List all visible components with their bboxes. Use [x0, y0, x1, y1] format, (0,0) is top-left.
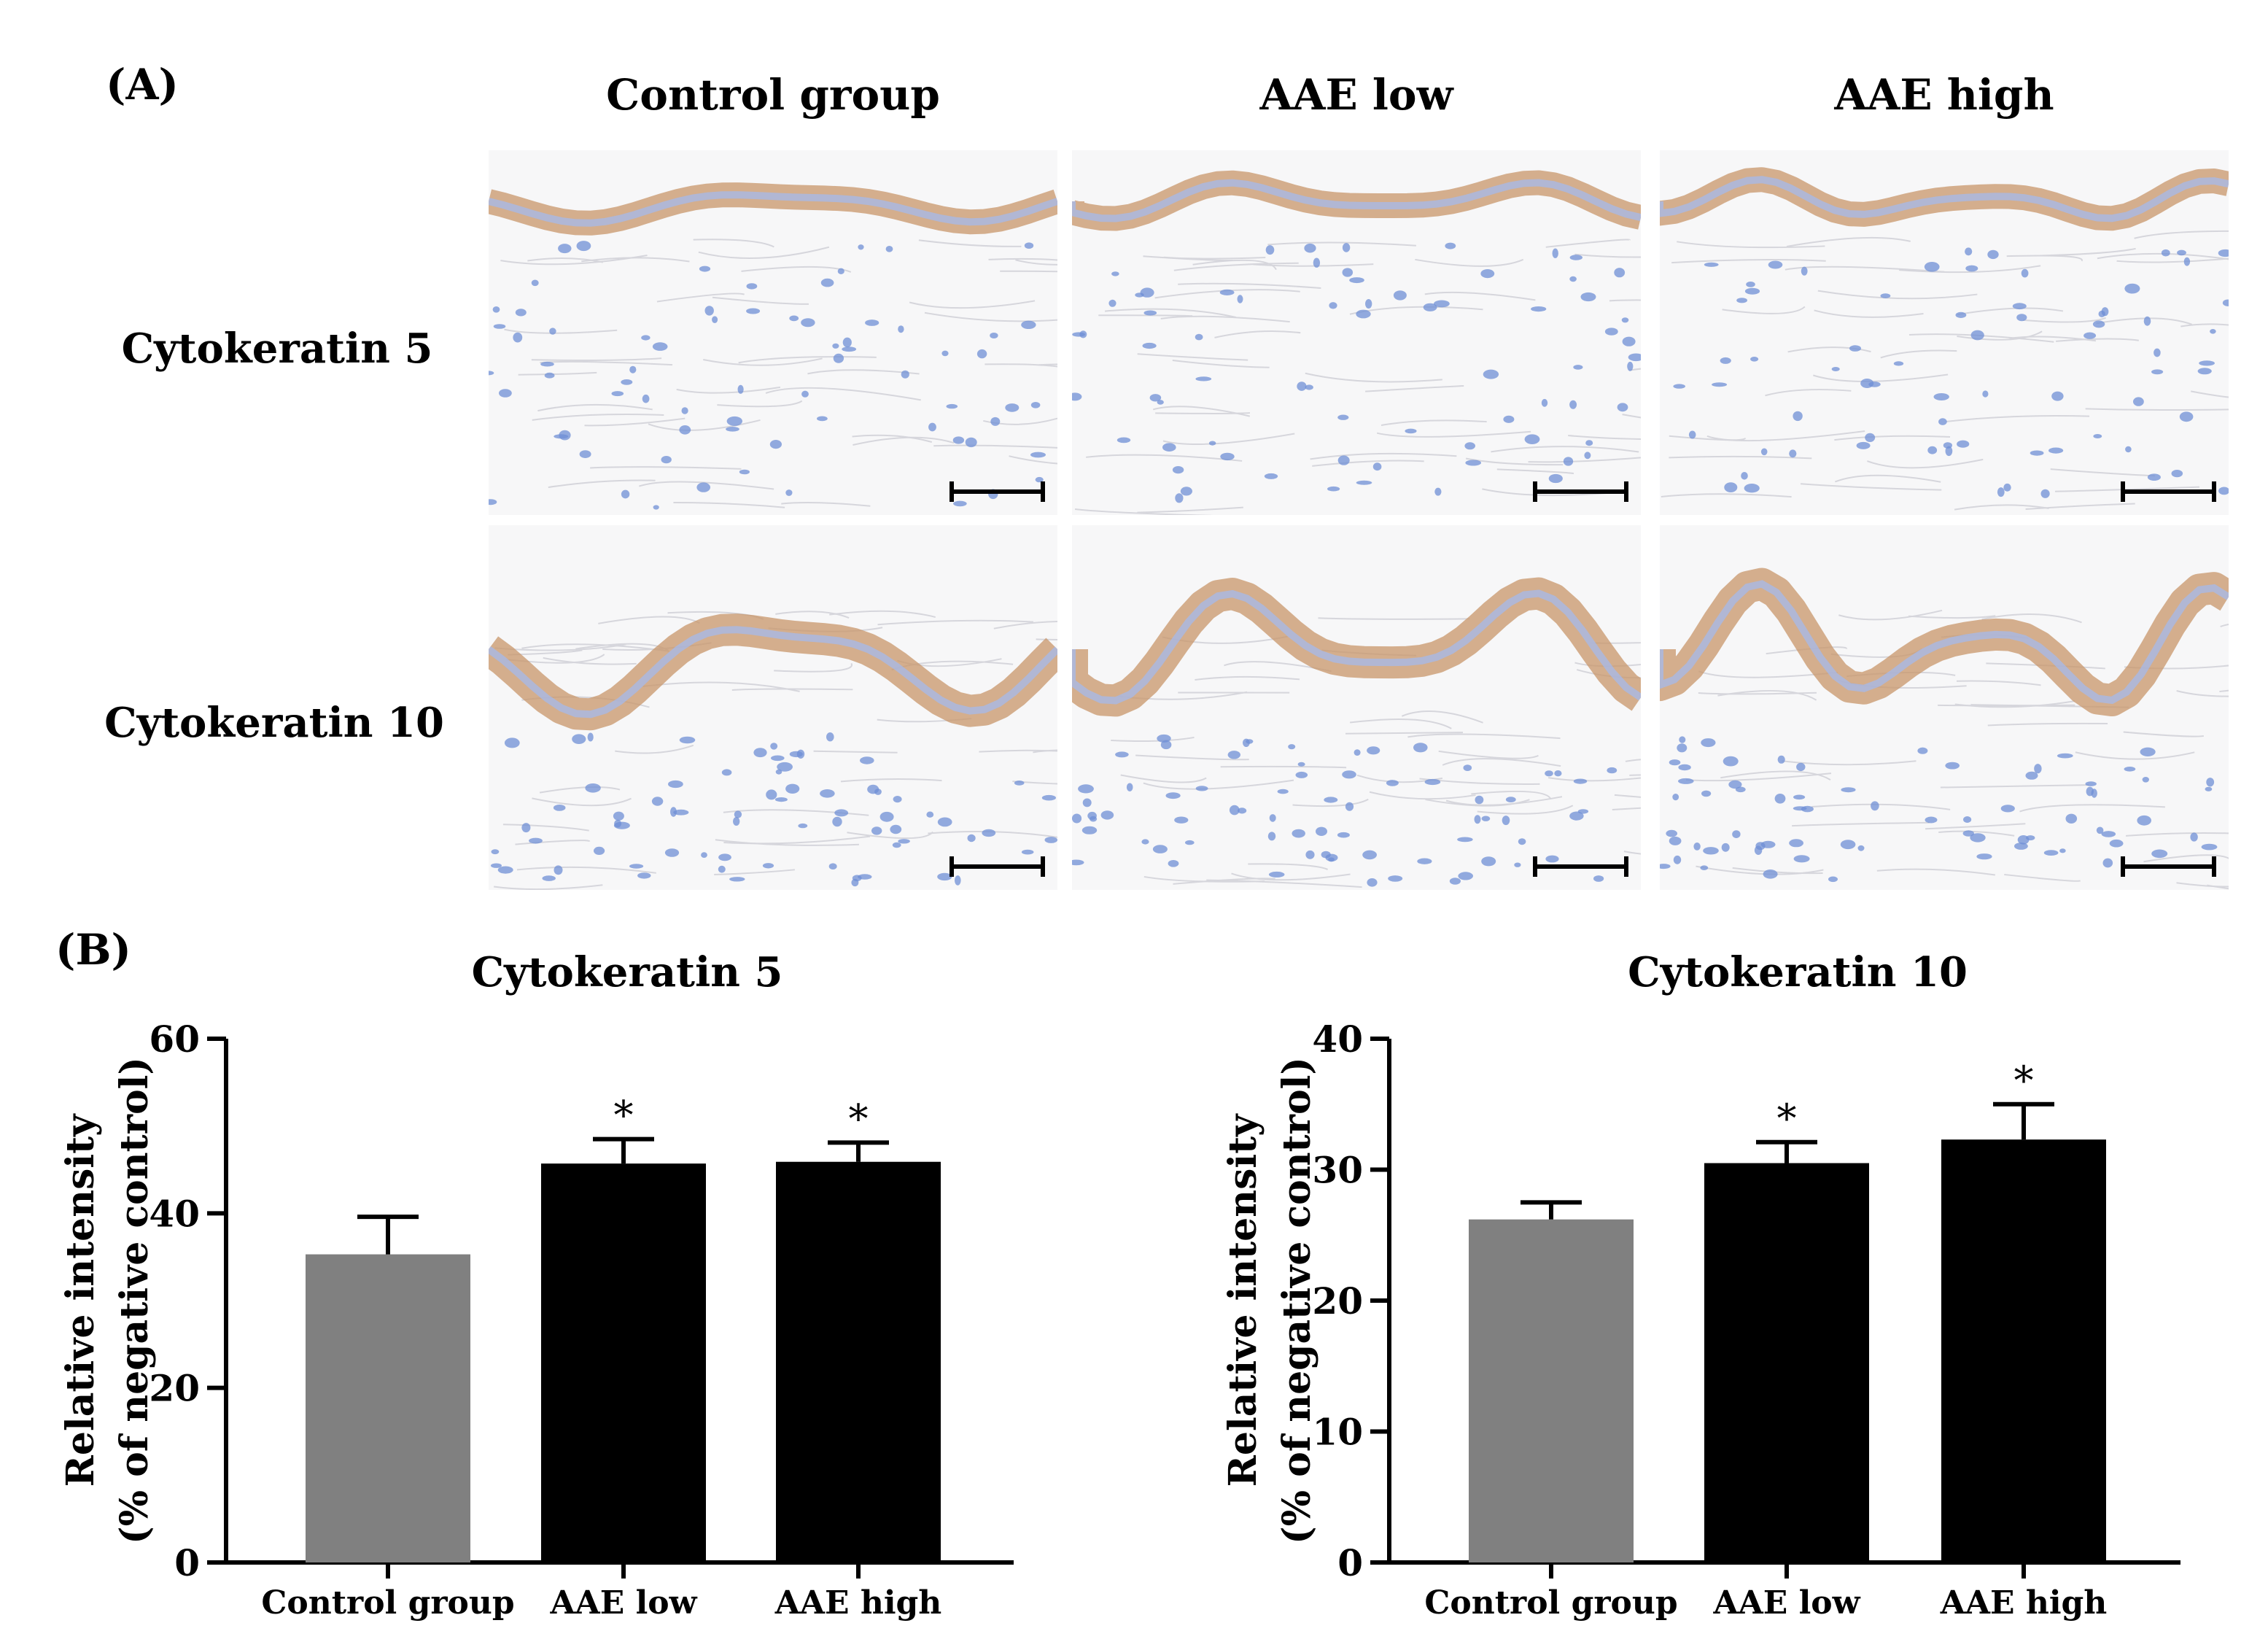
bar-aae-low	[1704, 1163, 1869, 1562]
significance-marker: *	[849, 1096, 869, 1142]
y-axis-sublabel-cytokeratin-10: (% of negative control)	[1275, 1057, 1319, 1544]
micrograph-cytokeratin-5-control-group	[489, 150, 1057, 515]
scale-bar	[2121, 856, 2216, 877]
y-tick-label: 30	[1312, 1149, 1363, 1192]
bar-aae-low	[541, 1163, 706, 1562]
x-tick-label: AAE high	[774, 1584, 942, 1622]
y-tick-label: 40	[149, 1192, 200, 1235]
bar-aae-high	[1941, 1139, 2106, 1562]
scale-bar	[949, 856, 1045, 877]
row-header-ck5: Cytokeratin 5	[121, 325, 433, 373]
y-axis-label-cytokeratin-5: Relative intensity	[58, 1113, 103, 1487]
y-tick-label: 0	[174, 1541, 200, 1584]
bar-control-group	[1469, 1219, 1634, 1562]
column-header-aae-low: AAE low	[1259, 70, 1453, 120]
column-header-aae-high: AAE high	[1834, 70, 2054, 120]
significance-marker: *	[614, 1093, 634, 1139]
scale-bar	[949, 481, 1045, 502]
micrograph-cytokeratin-10-aae-low	[1072, 525, 1641, 890]
x-tick-label: Control group	[261, 1584, 514, 1622]
y-tick-label: 0	[1337, 1541, 1363, 1584]
y-axis-sublabel-cytokeratin-5: (% of negative control)	[112, 1057, 157, 1544]
x-tick-label: AAE high	[1940, 1584, 2108, 1622]
scale-bar	[1533, 856, 1628, 877]
y-tick-label: 60	[149, 1018, 200, 1061]
y-tick-label: 20	[149, 1367, 200, 1410]
panel-b-label: (B)	[55, 925, 131, 975]
y-tick-label: 10	[1312, 1411, 1363, 1454]
bar-aae-high	[776, 1161, 941, 1562]
significance-marker: *	[2014, 1058, 2034, 1104]
y-tick-label: 20	[1312, 1279, 1363, 1322]
significance-marker: *	[1777, 1096, 1797, 1142]
row-header-ck10: Cytokeratin 10	[104, 699, 444, 747]
micrograph-cytokeratin-5-aae-high	[1660, 150, 2229, 515]
x-tick-label: AAE low	[1712, 1584, 1860, 1622]
y-axis-label-cytokeratin-10: Relative intensity	[1221, 1113, 1265, 1487]
column-header-control: Control group	[606, 70, 940, 120]
micrograph-cytokeratin-10-aae-high	[1660, 525, 2229, 890]
x-tick-label: AAE low	[549, 1584, 697, 1622]
bar-control-group	[306, 1254, 470, 1562]
panel-a-label: (A)	[106, 60, 179, 109]
scale-bar	[2121, 481, 2216, 502]
micrograph-cytokeratin-10-control-group	[489, 525, 1057, 890]
scale-bar	[1533, 481, 1628, 502]
y-tick-label: 40	[1312, 1018, 1363, 1061]
chart-title-cytokeratin-5: Cytokeratin 5	[472, 948, 783, 996]
chart-title-cytokeratin-10: Cytokeratin 10	[1628, 948, 1968, 996]
micrograph-cytokeratin-5-aae-low	[1072, 150, 1641, 515]
x-tick-label: Control group	[1424, 1584, 1677, 1622]
